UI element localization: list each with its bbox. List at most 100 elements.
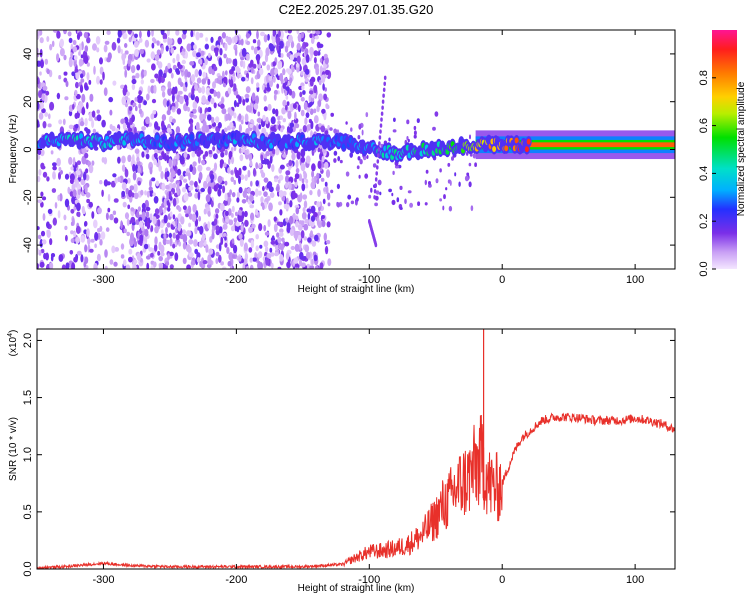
spectrogram-noise-cell (174, 86, 178, 94)
spectrogram-noise-cell (112, 173, 117, 178)
spectrogram-noise-cell (263, 191, 268, 197)
spectrogram-streak-cell (374, 183, 378, 188)
spectrogram-noise-cell (45, 252, 49, 261)
spectrogram-noise-cell (137, 166, 141, 174)
spectrogram-noise-cell (162, 32, 168, 41)
spectrogram-noise-cell (129, 185, 135, 191)
spectrogram-noise-cell (205, 87, 211, 96)
spectrogram-noise-cell (259, 67, 264, 76)
spectrogram-noise-cell (233, 100, 237, 108)
spectrogram-noise-cell (200, 50, 205, 56)
spectrogram-noise-cell (74, 89, 78, 97)
spectrogram-noise-cell (313, 108, 317, 114)
spectrogram-noise-cell (177, 37, 183, 45)
spectrogram-noise-cell (230, 225, 235, 232)
spectrogram-noise-cell (120, 220, 123, 230)
spectrogram-noise-cell (187, 192, 193, 197)
spectrogram-band-cell (189, 134, 194, 141)
spectrogram-noise-cell (454, 172, 457, 177)
spectrogram-noise-cell (134, 49, 140, 57)
spectrogram-noise-cell (247, 105, 252, 113)
spectrogram-noise-cell (164, 171, 168, 180)
spectrogram-noise-cell (215, 213, 219, 220)
snr-x-tick-label: -300 (92, 574, 114, 586)
spectrogram-noise-cell (349, 152, 354, 158)
spectrogram-noise-cell (310, 120, 314, 130)
spectrogram-noise-cell (221, 108, 227, 115)
spectrogram-noise-cell (316, 178, 320, 185)
spectrogram-noise-cell (114, 177, 118, 183)
spectrogram-noise-cell (149, 213, 153, 221)
spectrogram-noise-cell (409, 202, 413, 208)
spectrogram-noise-cell (156, 49, 161, 56)
spectrogram-noise-cell (73, 256, 78, 263)
spectrogram-noise-cell (275, 108, 279, 117)
spectrogram-noise-cell (170, 224, 174, 230)
spectrogram-noise-cell (102, 71, 105, 81)
spectrogram-noise-cell (47, 208, 53, 215)
spectrogram-noise-cell (323, 93, 328, 101)
spectrogram-noise-cell (228, 157, 231, 165)
spectrogram-noise-cell (134, 97, 138, 102)
snr-y-tick-label: 1.0 (22, 447, 34, 462)
spectrogram-noise-cell (97, 207, 102, 215)
spectrogram-noise-cell (132, 171, 137, 181)
spectrogram-noise-cell (227, 58, 232, 64)
spectrogram-noise-cell (277, 266, 282, 269)
spectrogram-noise-cell (262, 204, 265, 211)
spectrogram-noise-cell (448, 205, 453, 212)
spectrogram-noise-cell (300, 162, 306, 172)
spectrogram-noise-cell (86, 228, 90, 237)
spectrogram-noise-cell (138, 220, 144, 228)
spectrogram-noise-cell (192, 101, 198, 110)
spectrogram-noise-cell (137, 206, 141, 212)
spectrogram-noise-cell (62, 118, 66, 126)
spectrogram-noise-cell (241, 199, 247, 204)
snr-x-ticks: -300 -200 -100 0 100 (92, 329, 644, 586)
spectrogram-noise-cell (295, 63, 300, 68)
spectrogram-noise-cell (70, 238, 75, 244)
spectrogram-noise-cell (135, 106, 138, 112)
spectrogram-noise-cell (250, 212, 255, 221)
spectrogram-noise-cell (327, 202, 331, 207)
spectrogram-noise-cell (80, 254, 84, 263)
spectrogram-noise-cell (109, 259, 114, 265)
spectrogram-noise-cell (197, 191, 201, 201)
spectrogram-noise-cell (83, 31, 88, 39)
spectrogram-noise-cell (127, 30, 132, 35)
spectrogram-noise-cell (196, 52, 201, 58)
spectrogram-noise-cell (326, 192, 331, 201)
spectrogram-noise-cell (287, 68, 292, 75)
spectrogram-noise-cell (304, 117, 308, 125)
spectrogram-noise-cell (175, 126, 181, 134)
spectrogram-noise-cell (141, 151, 145, 158)
spectrogram-noise-cell (257, 39, 261, 48)
spectrogram-noise-cell (285, 95, 289, 100)
spectrogram-noise-cell (339, 159, 343, 164)
spectrogram-noise-cell (278, 174, 284, 181)
spectrogram-noise-cell (174, 252, 179, 262)
spectrogram-noise-cell (296, 151, 301, 160)
spectrogram-noise-cell (202, 260, 208, 265)
spectrogram-noise-cell (163, 233, 167, 239)
spectrogram-noise-cell (238, 124, 242, 133)
spectrogram-noise-cell (37, 175, 41, 183)
spectrogram-noise-cell (213, 102, 217, 109)
spectrogram-noise-cell (246, 40, 251, 46)
spectrogram-noise-cell (285, 252, 290, 261)
spectrogram-noise-cell (257, 190, 262, 196)
spectrogram-noise-cell (49, 43, 53, 51)
spectrogram-noise-cell (145, 206, 151, 212)
spectrogram-noise-cell (233, 244, 238, 254)
spectrogram-streak-cell (373, 189, 377, 194)
spectrogram-noise-cell (319, 65, 323, 74)
spectrogram-noise-cell (327, 258, 332, 266)
spectrogram-noise-cell (285, 175, 290, 183)
spectrogram-noise-cell (294, 177, 297, 183)
spectrogram-noise-cell (248, 247, 253, 253)
spectrogram-noise-cell (288, 34, 293, 43)
spectrogram-noise-cell (228, 87, 232, 95)
spectrogram-noise-cell (296, 42, 301, 51)
spectrogram-noise-cell (277, 62, 283, 70)
colorbar-ticks: 0.0 0.2 0.4 0.6 0.8 (698, 70, 716, 277)
